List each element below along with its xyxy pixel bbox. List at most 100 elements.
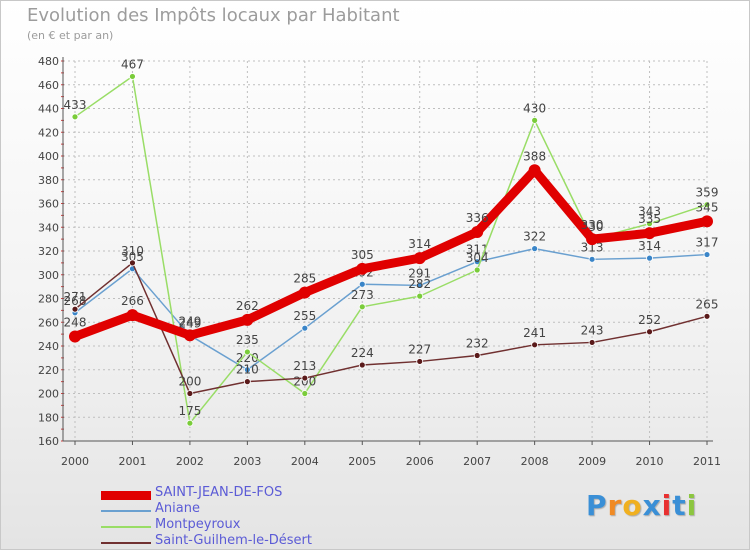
data-point <box>473 266 481 274</box>
y-tick-label: 360 <box>38 198 59 211</box>
data-label: 310 <box>121 244 144 258</box>
data-point <box>301 324 309 332</box>
legend-swatch <box>101 526 151 528</box>
data-point <box>646 220 653 228</box>
y-tick-label: 380 <box>38 174 59 187</box>
data-label: 282 <box>408 277 431 291</box>
legend-swatch <box>101 542 151 544</box>
data-label: 388 <box>523 149 546 163</box>
data-label: 322 <box>523 230 546 244</box>
series-2: 433 467 175 235 200 273 282 304 430 330 343 359 <box>64 57 718 427</box>
x-tick-label: 2000 <box>61 455 89 468</box>
series-line <box>74 75 708 424</box>
x-tick-label: 2008 <box>521 455 549 468</box>
x-tick-label: 2009 <box>578 455 606 468</box>
data-point <box>301 374 309 382</box>
y-tick-label: 340 <box>38 221 59 234</box>
data-point <box>531 341 539 349</box>
y-tick-label: 420 <box>38 126 59 139</box>
data-point <box>703 251 711 258</box>
series-1: 268305249220255292291311322313314317 <box>64 230 718 374</box>
chart-title: Evolution des Impôts locaux par Habitant <box>27 5 400 26</box>
data-point <box>528 164 541 177</box>
series-0: 248 266 249 262 285 305 314 336 388 330 335 345 <box>64 149 718 343</box>
y-tick-label: 240 <box>38 340 59 353</box>
data-label: 265 <box>696 297 719 311</box>
data-point <box>243 348 251 356</box>
y-tick-label: 400 <box>38 150 59 163</box>
x-tick-label: 2001 <box>118 455 146 468</box>
logo-letter: o <box>622 489 643 522</box>
data-point <box>588 339 596 346</box>
data-label: 249 <box>178 314 201 328</box>
data-label: 343 <box>638 205 661 219</box>
data-point <box>531 245 539 253</box>
data-point <box>358 280 366 288</box>
y-tick-label: 200 <box>38 388 59 401</box>
data-point <box>129 73 136 80</box>
data-label: 175 <box>178 404 201 418</box>
data-label: 220 <box>236 351 259 365</box>
series-line <box>74 247 708 371</box>
data-point <box>298 286 311 299</box>
y-tick-label: 260 <box>38 316 59 329</box>
data-point <box>703 312 711 320</box>
y-tick-label: 480 <box>38 55 59 68</box>
data-label: 330 <box>581 218 604 232</box>
y-tick-label: 300 <box>38 269 59 282</box>
data-point <box>646 254 653 262</box>
data-label: 232 <box>466 337 489 351</box>
data-label: 235 <box>236 333 259 347</box>
x-tick-label: 2006 <box>406 455 434 468</box>
data-point <box>301 390 309 397</box>
y-tick-label: 180 <box>38 411 59 424</box>
data-label: 305 <box>121 250 144 264</box>
data-label: 262 <box>236 299 259 313</box>
legend-label: Aniane <box>155 501 200 516</box>
chart-subtitle: (en € et par an) <box>27 29 114 42</box>
data-label: 224 <box>351 346 374 360</box>
data-point <box>71 113 79 121</box>
data-label: 335 <box>638 212 661 226</box>
proxiti-logo: Proxiti <box>586 489 697 522</box>
data-point <box>701 215 713 228</box>
data-label: 227 <box>408 342 431 356</box>
data-point <box>531 116 539 124</box>
data-point <box>71 305 79 313</box>
data-label: 336 <box>466 211 489 225</box>
series-line <box>70 165 712 341</box>
data-label: 255 <box>293 309 316 323</box>
data-point <box>413 252 426 265</box>
data-point <box>69 330 81 343</box>
data-label: 248 <box>64 316 87 330</box>
data-point <box>129 259 136 267</box>
data-point <box>186 390 194 397</box>
data-point <box>243 378 251 386</box>
y-tick-label: 440 <box>38 103 59 116</box>
x-tick-label: 2007 <box>463 455 491 468</box>
data-point <box>183 329 196 342</box>
data-label: 314 <box>408 237 431 251</box>
legend-swatch <box>101 490 151 500</box>
y-tick-label: 220 <box>38 364 59 377</box>
logo-letter: P <box>586 489 608 522</box>
data-point <box>243 366 251 374</box>
data-label: 313 <box>581 240 604 254</box>
x-tick-label: 2010 <box>636 455 664 468</box>
x-tick-label: 2004 <box>291 455 319 468</box>
logo-letter: i <box>661 489 673 522</box>
x-tick-label: 2003 <box>233 455 261 468</box>
data-point <box>703 201 711 209</box>
data-point <box>586 233 599 246</box>
data-label: 271 <box>64 290 87 304</box>
data-label: 249 <box>178 316 201 330</box>
data-label: 304 <box>466 251 489 265</box>
data-label: 200 <box>178 375 201 389</box>
data-label: 305 <box>351 248 374 262</box>
y-tick-label: 280 <box>38 293 59 306</box>
legend-label: SAINT-JEAN-DE-FOS <box>155 485 283 500</box>
data-label: 433 <box>64 98 87 112</box>
series-3: 271 310 200 210 213 224 227 232 241 243 252 265 <box>64 244 719 397</box>
